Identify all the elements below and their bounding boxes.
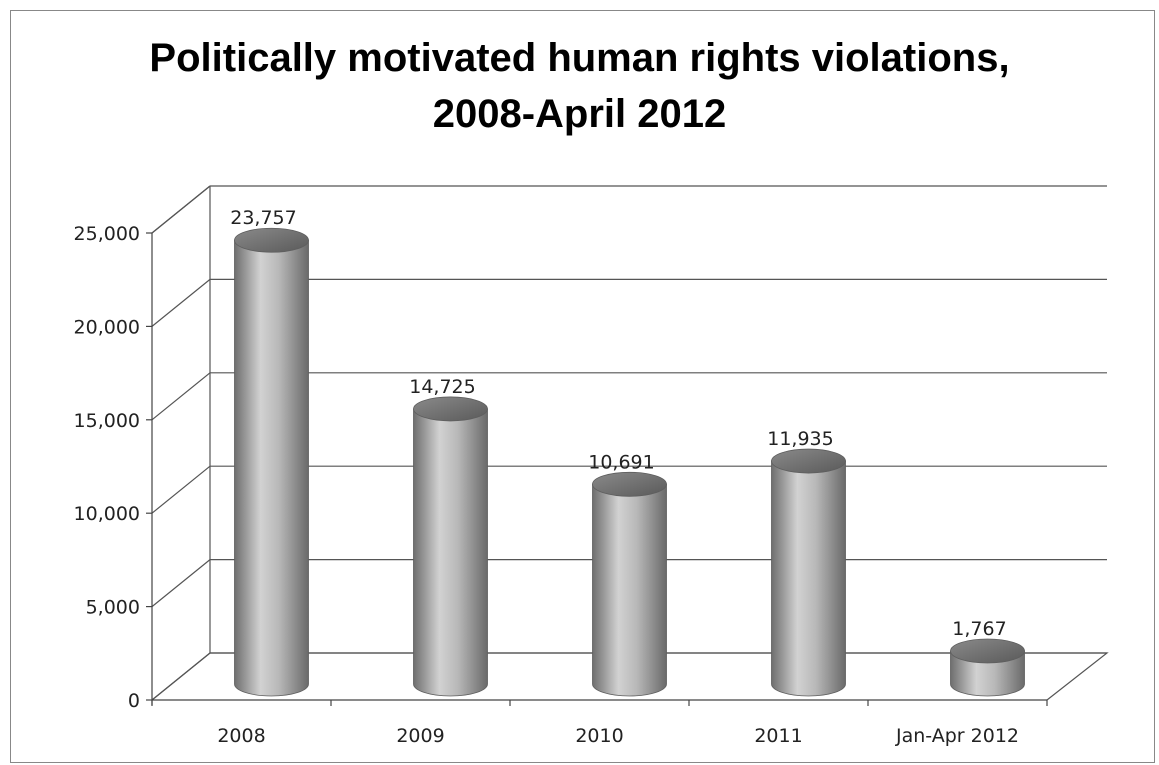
y-tick-label: 20,000 [74,316,140,338]
y-tick-label: 0 [128,690,140,712]
data-label: 10,691 [588,451,654,473]
bar-jan-apr-2012 [950,638,1025,697]
gridline [151,465,1107,514]
chart-title: Politically motivated human rights viola… [0,30,1159,142]
gridline [151,372,1107,421]
chart-title-line-1: Politically motivated human rights viola… [149,36,1010,80]
y-tick-label: 5,000 [86,597,140,619]
x-tick-label: 2011 [754,725,802,747]
y-tick-label: 10,000 [74,503,140,525]
axes [146,232,1048,706]
chart-title-line-2: 2008-April 2012 [432,92,727,136]
labels: 0 5,000 10,000 15,000 20,000 25,000 23,757 2008… [74,207,1019,747]
x-tick-label: 2009 [396,725,444,747]
x-tick-label: Jan-Apr 2012 [895,725,1019,747]
gridline [151,185,1107,234]
bar-2011 [771,448,846,697]
bar-2008 [234,227,309,697]
data-label: 1,767 [952,618,1006,640]
y-tick-label: 15,000 [74,410,140,432]
data-label: 11,935 [767,428,833,450]
data-label: 14,725 [409,376,475,398]
x-tick-label: 2010 [575,725,623,747]
chart-frame [10,10,1155,763]
y-tick-label: 25,000 [74,223,140,245]
bar-2010 [592,471,667,697]
bar-2009 [413,396,488,697]
bars [234,227,1025,697]
x-tick-label: 2008 [217,725,265,747]
data-label: 23,757 [230,207,296,229]
gridline [151,278,1107,327]
